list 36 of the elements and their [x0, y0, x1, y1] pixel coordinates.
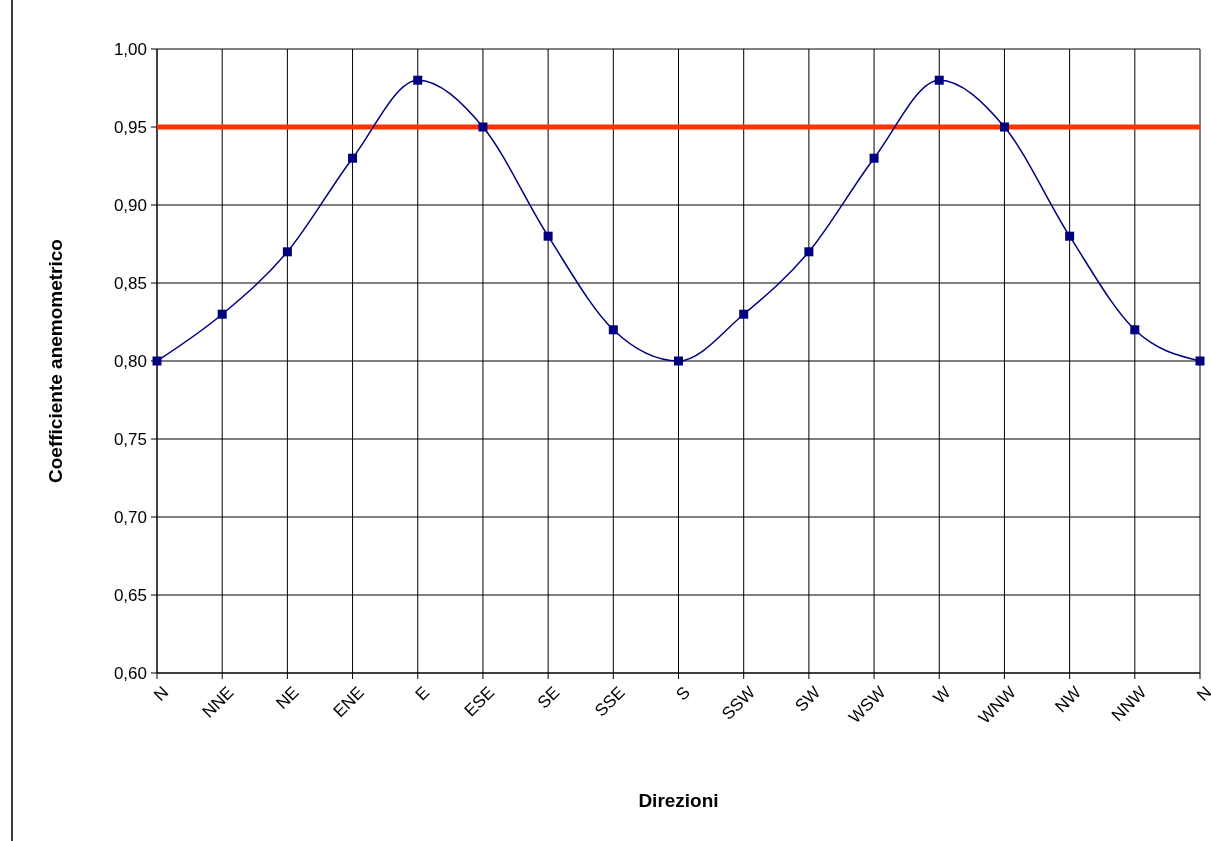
x-tick-label: W: [929, 682, 955, 708]
y-tick-label: 0,80: [113, 351, 147, 371]
y-axis-title: Coefficiente anemometrico: [45, 239, 66, 483]
point: [1065, 231, 1075, 241]
x-tick-label: NW: [1051, 682, 1085, 717]
point: [543, 231, 553, 241]
y-tick-label: 0,65: [113, 585, 147, 605]
x-tick-label: SW: [791, 682, 825, 716]
point: [348, 153, 358, 163]
x-tick-label: N: [1193, 682, 1211, 705]
y-tick-label: 0,90: [113, 195, 147, 215]
point: [478, 122, 488, 132]
x-tick-label: N: [150, 682, 173, 705]
point: [739, 309, 749, 319]
x-tick-label: S: [672, 682, 694, 705]
y-tick-label: 0,60: [113, 663, 147, 683]
point: [1195, 356, 1205, 366]
point: [804, 247, 814, 257]
y-tick-label: 1,00: [113, 39, 147, 59]
y-tick-label: 0,70: [113, 507, 147, 527]
y-tick-label: 0,75: [113, 429, 147, 449]
x-tick-label: NE: [272, 682, 303, 713]
x-tick-label: SE: [533, 682, 564, 713]
point: [999, 122, 1009, 132]
x-axis-title: Direzioni: [638, 790, 719, 811]
y-tick-label: 0,95: [113, 117, 147, 137]
point: [869, 153, 879, 163]
point: [608, 325, 618, 335]
point: [413, 75, 423, 85]
point: [282, 247, 292, 257]
point: [674, 356, 683, 366]
y-tick-label: 0,85: [113, 273, 147, 293]
point: [217, 309, 227, 319]
point: [1130, 325, 1140, 335]
x-tick-label: E: [411, 682, 433, 705]
point: [934, 75, 944, 85]
